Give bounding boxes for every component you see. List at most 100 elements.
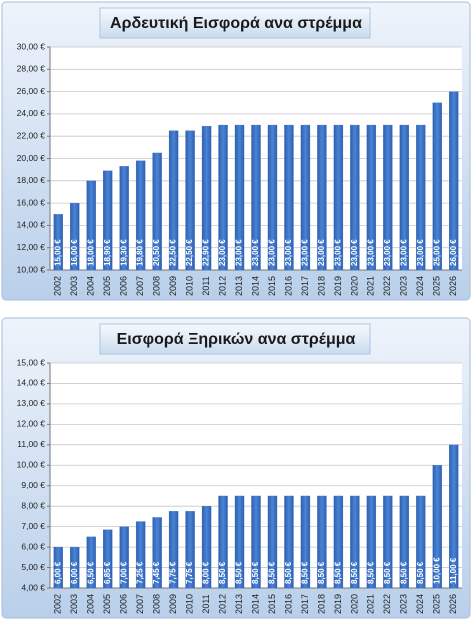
data-label: 7,25 € [136, 561, 145, 584]
x-tick-label: 2005 [102, 276, 112, 296]
y-tick-label: 4,00 € [21, 582, 45, 592]
data-label: 6,00 € [70, 561, 79, 584]
bar [102, 529, 113, 589]
data-label: 6,50 € [86, 561, 95, 584]
data-label: 23,00 € [416, 239, 425, 266]
x-tick-label: 2021 [366, 276, 376, 296]
x-tick-label: 2014 [250, 594, 260, 614]
bar [201, 126, 212, 271]
x-tick-label: 2026 [448, 276, 458, 296]
data-label: 10,00 € [432, 557, 441, 584]
data-label: 26,00 € [449, 239, 458, 266]
data-label: 8,50 € [366, 561, 375, 584]
bar [218, 495, 228, 589]
y-tick-label: 22,00 € [17, 130, 46, 140]
bar [416, 495, 426, 589]
y-tick-label: 20,00 € [17, 153, 46, 163]
data-label: 8,50 € [218, 561, 227, 584]
bar [152, 517, 162, 589]
x-tick-label: 2006 [119, 594, 129, 614]
x-tick-label: 2007 [135, 276, 145, 296]
bar [251, 124, 261, 271]
bar [86, 180, 96, 271]
x-tick-label: 2017 [300, 594, 310, 614]
data-label: 23,00 € [399, 239, 408, 266]
x-tick-label: 2011 [201, 276, 211, 295]
x-tick-label: 2020 [349, 594, 359, 614]
x-tick-label: 2014 [250, 276, 260, 296]
bar [432, 102, 442, 271]
x-tick-label: 2018 [316, 594, 326, 614]
data-label: 18,90 € [103, 239, 112, 266]
y-tick-label: 9,00 € [21, 480, 45, 490]
x-tick-label: 2009 [168, 594, 178, 614]
y-tick-label: 8,00 € [21, 500, 45, 510]
x-tick-label: 2025 [432, 276, 442, 296]
data-label: 22,50 € [185, 239, 194, 266]
x-tick-label: 2012 [217, 276, 227, 296]
chart-title: Αρδευτική Εισφορά ανα στρέμμα [110, 15, 362, 32]
bar [135, 160, 146, 271]
data-label: 23,00 € [350, 239, 359, 266]
x-tick-label: 2024 [415, 594, 425, 614]
data-label: 8,00 € [202, 561, 211, 584]
bar [300, 124, 311, 271]
x-tick-label: 2003 [69, 594, 79, 614]
data-label: 23,00 € [317, 239, 326, 266]
bar [350, 495, 360, 589]
y-tick-label: 7,00 € [21, 521, 45, 531]
title-box [99, 323, 371, 355]
bar [53, 214, 63, 271]
x-tick-label: 2010 [184, 276, 194, 296]
data-label: 8,50 € [251, 561, 260, 584]
x-tick-label: 2023 [399, 276, 409, 296]
y-tick-label: 24,00 € [17, 108, 46, 118]
data-label: 8,50 € [301, 561, 310, 584]
y-tick-label: 12,00 € [17, 419, 46, 429]
x-tick-label: 2022 [382, 594, 392, 614]
x-tick-label: 2004 [86, 594, 96, 614]
y-tick-label: 12,00 € [17, 242, 46, 252]
y-tick-label: 13,00 € [17, 398, 46, 408]
y-tick-label: 30,00 € [17, 41, 46, 51]
data-label: 8,50 € [383, 561, 392, 584]
data-label: 7,75 € [185, 561, 194, 584]
x-tick-label: 2002 [53, 276, 63, 296]
x-tick-label: 2007 [135, 594, 145, 614]
data-label: 23,00 € [366, 239, 375, 266]
x-tick-label: 2012 [217, 594, 227, 614]
y-tick-label: 28,00 € [17, 64, 46, 74]
bar [168, 511, 179, 589]
bar [102, 170, 113, 271]
x-tick-label: 2024 [415, 276, 425, 296]
bar [350, 124, 360, 271]
bar [185, 130, 195, 271]
x-tick-label: 2019 [333, 276, 343, 296]
data-label: 23,00 € [383, 239, 392, 266]
data-label: 8,50 € [350, 561, 359, 584]
bar [300, 495, 311, 589]
y-tick-label: 11,00 € [17, 439, 45, 449]
x-tick-label: 2017 [300, 276, 310, 296]
bar [267, 124, 278, 271]
title-box [99, 7, 371, 39]
chart-panel: Εισφορά Ξηρικών ανα στρέμμα 4,00 € 5,00 € 6… [1, 317, 471, 619]
bar [218, 124, 228, 271]
bar [53, 546, 63, 589]
bar [333, 124, 344, 271]
data-label: 20,50 € [152, 239, 161, 266]
bar [399, 124, 410, 271]
x-tick-label: 2016 [283, 276, 293, 296]
data-label: 19,30 € [119, 239, 128, 266]
data-label: 8,50 € [399, 561, 408, 584]
data-label: 22,50 € [169, 239, 178, 266]
data-label: 23,00 € [301, 239, 310, 266]
y-tick-label: 26,00 € [17, 86, 46, 96]
bar [449, 91, 459, 271]
bar [383, 124, 393, 271]
data-label: 11,00 € [449, 557, 458, 584]
x-tick-label: 2025 [432, 594, 442, 614]
data-label: 8,50 € [235, 561, 244, 584]
bar [152, 152, 162, 271]
